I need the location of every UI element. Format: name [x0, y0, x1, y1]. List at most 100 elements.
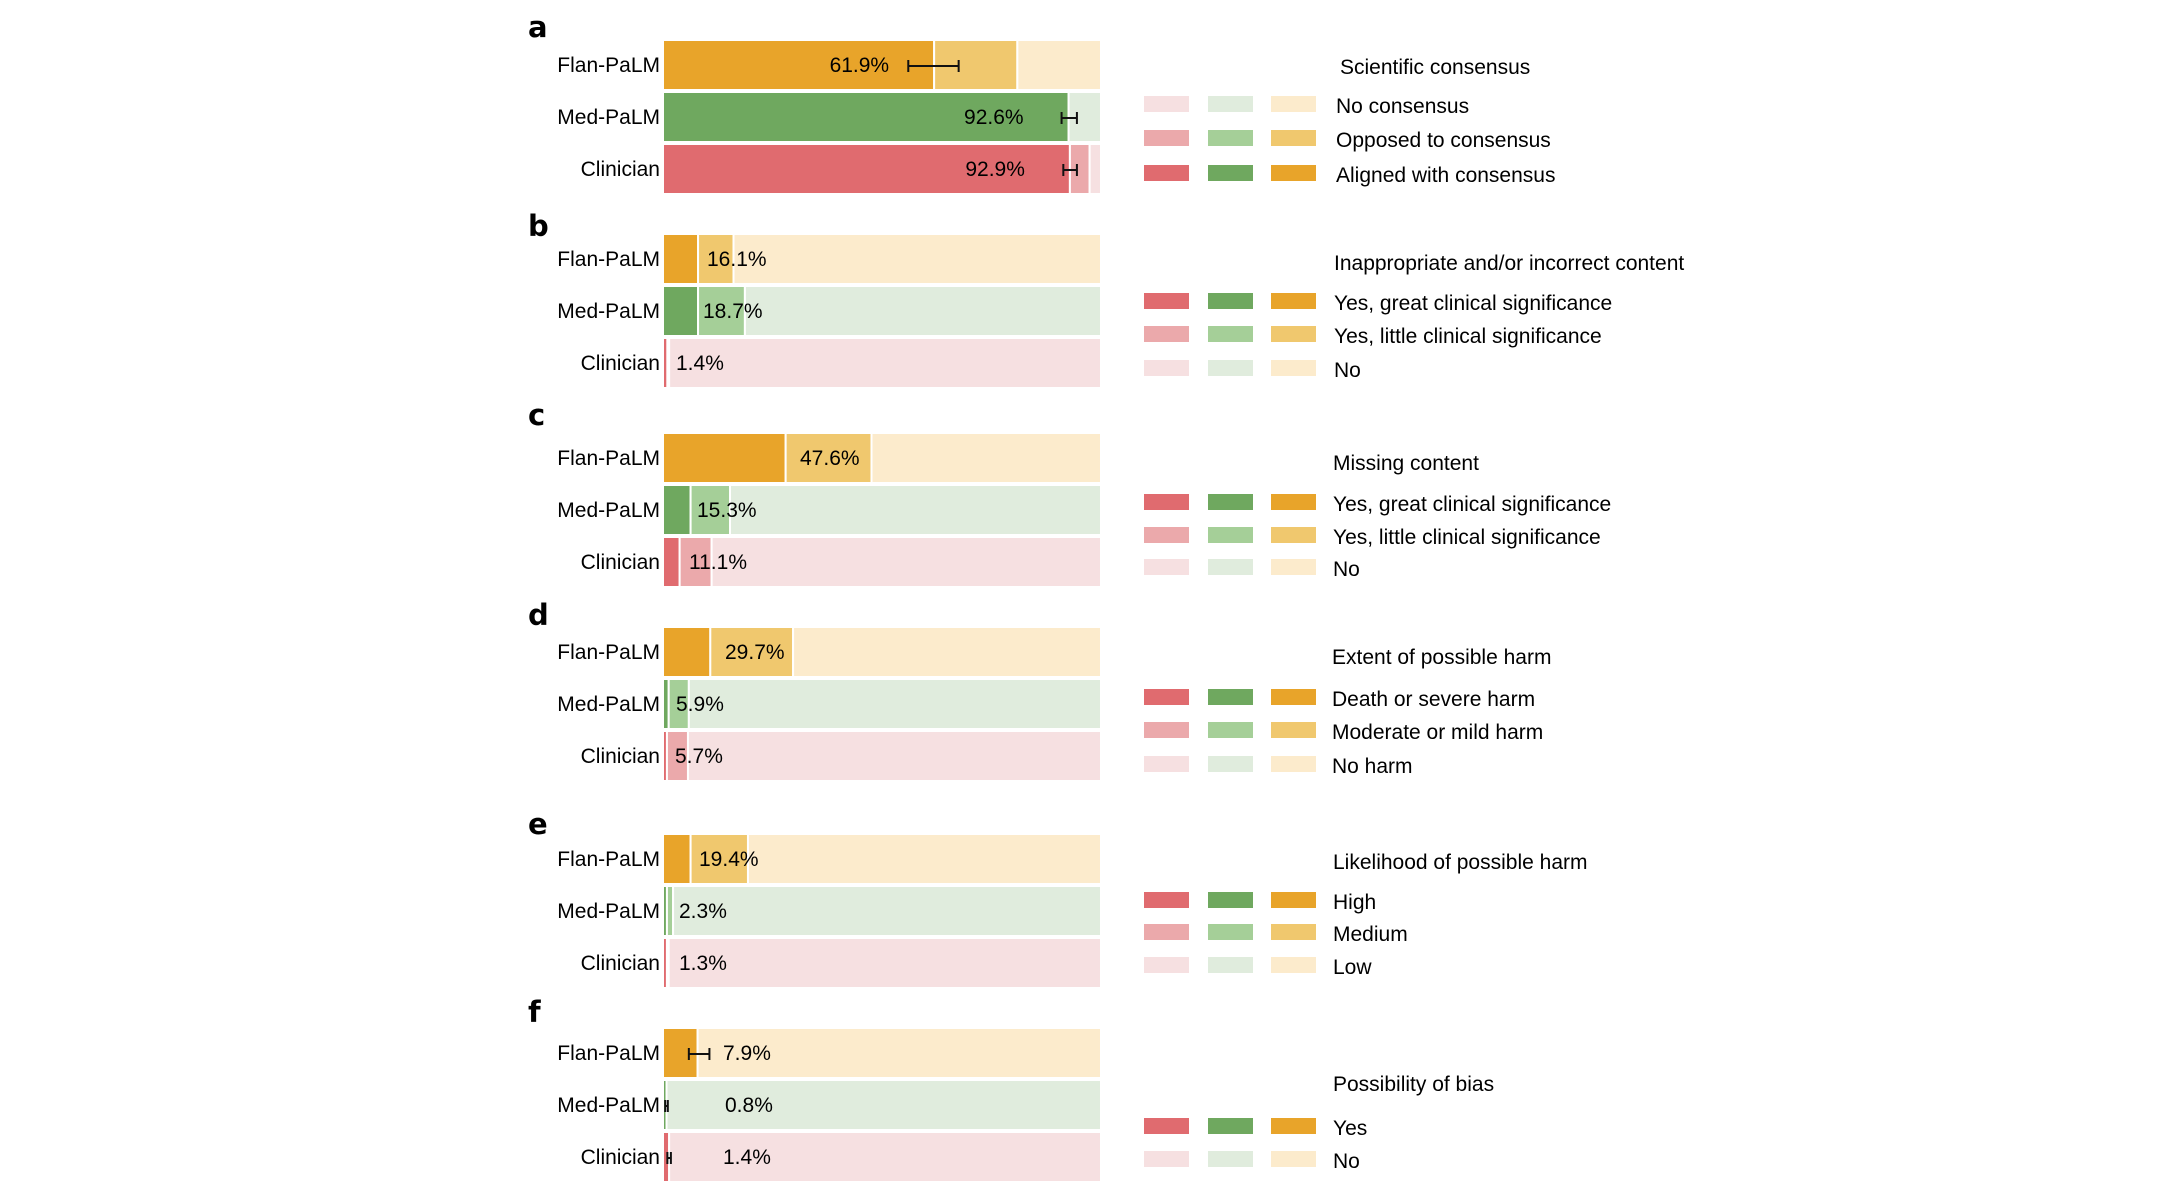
panel-letter: d [528, 598, 549, 632]
category-label: Clinician [581, 551, 660, 574]
legend-swatch [1208, 689, 1253, 705]
legend-swatch [1208, 957, 1253, 973]
bar-segment [672, 885, 1102, 937]
legend-label: Death or severe harm [1332, 688, 1535, 711]
legend-swatch [1208, 1151, 1253, 1167]
bar-segment [870, 432, 1102, 484]
legend-label: Yes, little clinical significance [1334, 325, 1602, 348]
bar-segment [662, 143, 1071, 195]
legend-swatch [1271, 957, 1316, 973]
category-label: Med-PaLM [557, 106, 660, 129]
legend-swatch [1271, 722, 1316, 738]
legend-swatch [1208, 165, 1253, 181]
legend-label: No [1334, 359, 1361, 382]
legend-title: Inappropriate and/or incorrect content [1334, 252, 1684, 275]
category-label: Clinician [581, 1146, 660, 1169]
bar-segment [662, 432, 787, 484]
bar-segment [729, 484, 1102, 536]
bar-segment [697, 233, 735, 285]
legend-swatch [1271, 360, 1316, 376]
value-label: 15.3% [697, 499, 757, 522]
category-label: Clinician [581, 952, 660, 975]
value-label: 7.9% [723, 1042, 771, 1065]
legend-swatch [1271, 892, 1316, 908]
category-label: Clinician [581, 158, 660, 181]
legend-swatch [1144, 96, 1189, 112]
legend-swatch [1271, 293, 1316, 309]
legend-label: No [1333, 1150, 1360, 1173]
bar-segment [662, 536, 681, 588]
legend-swatch [1144, 360, 1189, 376]
legend-swatch [1144, 527, 1189, 543]
legend-swatch [1144, 892, 1189, 908]
value-label: 47.6% [800, 447, 860, 470]
legend-swatch [1271, 130, 1316, 146]
bar-segment [667, 937, 1102, 989]
legend-swatch [1144, 756, 1189, 772]
value-label: 92.9% [965, 158, 1025, 181]
category-label: Med-PaLM [557, 1094, 660, 1117]
value-label: 5.9% [676, 693, 724, 716]
category-label: Flan-PaLM [557, 641, 660, 664]
bar-segment [668, 337, 1103, 389]
value-label: 0.8% [725, 1094, 773, 1117]
legend-swatch [1208, 924, 1253, 940]
panel-letter: a [528, 10, 548, 44]
bar-segment [689, 484, 732, 536]
legend-swatch [1271, 527, 1316, 543]
bar-segment [662, 233, 700, 285]
legend-swatch [1271, 494, 1316, 510]
value-label: 2.3% [679, 900, 727, 923]
legend-label: Moderate or mild harm [1332, 721, 1543, 744]
legend-label: Yes, great clinical significance [1333, 493, 1611, 516]
legend-swatch [1271, 559, 1316, 575]
legend-swatch [1271, 1151, 1316, 1167]
legend-swatch [1271, 1118, 1316, 1134]
legend-swatch [1271, 96, 1316, 112]
value-label: 1.4% [676, 352, 724, 375]
bar-segment [687, 678, 1102, 730]
category-label: Clinician [581, 352, 660, 375]
legend-swatch [1208, 527, 1253, 543]
legend-label: No [1333, 558, 1360, 581]
panel-letter: f [528, 995, 541, 1029]
bar-segment [662, 626, 712, 678]
legend-swatch [1208, 360, 1253, 376]
category-label: Med-PaLM [557, 693, 660, 716]
value-label: 1.4% [723, 1146, 771, 1169]
category-label: Med-PaLM [557, 900, 660, 923]
legend-swatch [1208, 130, 1253, 146]
legend-swatch [1144, 1151, 1189, 1167]
category-label: Clinician [581, 745, 660, 768]
value-label: 5.7% [675, 745, 723, 768]
panel-letter: c [528, 398, 545, 432]
bar-segment [668, 1131, 1103, 1181]
legend-swatch [1271, 326, 1316, 342]
legend-swatch [1271, 924, 1316, 940]
legend-label: Yes, great clinical significance [1334, 292, 1612, 315]
value-label: 11.1% [689, 551, 747, 574]
legend-title: Missing content [1333, 452, 1479, 475]
category-label: Flan-PaLM [557, 248, 660, 271]
category-label: Flan-PaLM [557, 1042, 660, 1065]
legend-label: Opposed to consensus [1336, 129, 1551, 152]
legend-label: Medium [1333, 923, 1408, 946]
legend-label: Aligned with consensus [1336, 164, 1555, 187]
legend-swatch [1144, 293, 1189, 309]
category-label: Med-PaLM [557, 300, 660, 323]
legend-swatch [1144, 165, 1189, 181]
bar-segment [746, 833, 1102, 885]
legend-swatch [1208, 559, 1253, 575]
bar-segment [709, 626, 795, 678]
bar-segment [743, 285, 1102, 337]
legend-swatch [1208, 892, 1253, 908]
legend-swatch [1208, 756, 1253, 772]
bar-segment [662, 833, 692, 885]
value-label: 29.7% [725, 641, 785, 664]
legend-label: Yes [1333, 1117, 1367, 1140]
panel-letter: e [528, 807, 548, 841]
bar-segment [686, 730, 1102, 782]
value-label: 1.3% [679, 952, 727, 975]
bar-segment [732, 233, 1102, 285]
category-label: Flan-PaLM [557, 447, 660, 470]
